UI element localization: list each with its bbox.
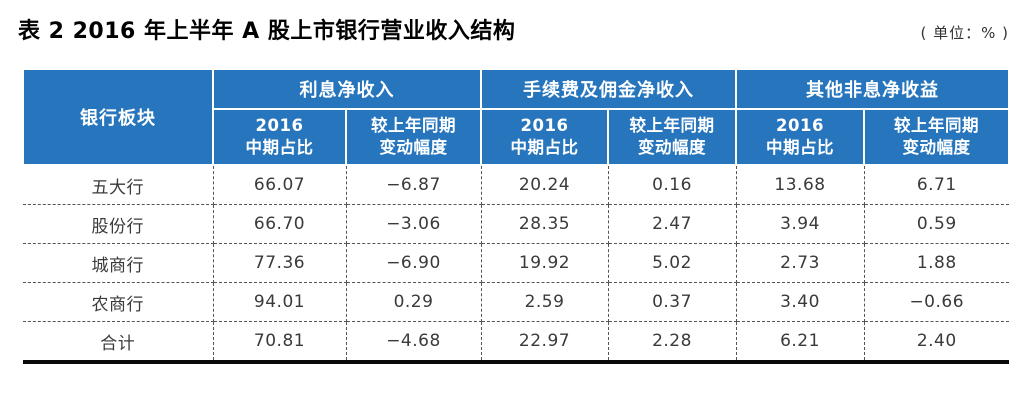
table-cell: −4.68	[346, 321, 482, 362]
table-row: 城商行 77.36 −6.90 19.92 5.02 2.73 1.88	[23, 243, 1009, 283]
table-cell: 5.02	[608, 243, 737, 283]
table-cell: 77.36	[213, 243, 347, 283]
sub-header-line2: 中期占比	[510, 138, 579, 157]
table-cell: −0.66	[864, 282, 1009, 322]
sub-header-fee-2016-share: 2016 中期占比	[480, 108, 609, 166]
table-cell: −6.90	[346, 243, 482, 283]
table-cell: 94.01	[213, 282, 347, 322]
table-cell: 13.68	[736, 165, 865, 205]
sub-header-line1: 2016	[255, 115, 304, 135]
col-header-bank-sector: 银行板块	[22, 68, 214, 166]
table-cell: 2.73	[736, 243, 865, 283]
table-cell: 20.24	[481, 165, 609, 205]
table-cell: 0.29	[346, 282, 482, 322]
table-cell: 66.07	[213, 165, 347, 205]
title-row: 表 2 2016 年上半年 A 股上市银行营业收入结构 ( 单位：% )	[0, 0, 1031, 47]
sub-header-line2: 中期占比	[245, 138, 314, 157]
table-cell: 0.16	[608, 165, 737, 205]
table-cell: 3.94	[736, 204, 865, 244]
group-header-fee-commission-income: 手续费及佣金净收入	[480, 68, 737, 110]
row-label-rural-commercial-banks: 农商行	[23, 282, 214, 322]
unit-note: ( 单位：% )	[920, 24, 1009, 42]
table-row: 合计 70.81 −4.68 22.97 2.28 6.21 2.40	[23, 321, 1009, 362]
table-row: 农商行 94.01 0.29 2.59 0.37 3.40 −0.66	[23, 282, 1009, 322]
sub-header-interest-2016-share: 2016 中期占比	[212, 108, 347, 166]
row-label-big-five-banks: 五大行	[23, 165, 214, 205]
table-row: 五大行 66.07 −6.87 20.24 0.16 13.68 6.71	[23, 165, 1009, 205]
row-label-total: 合计	[23, 321, 214, 362]
table-cell: 3.40	[736, 282, 865, 322]
sub-header-line1: 较上年同期	[371, 115, 456, 135]
table-cell: 0.59	[864, 204, 1009, 244]
bank-revenue-table: 银行板块 利息净收入 手续费及佣金净收入 其他非息净收益 2016 中期占比 较…	[22, 68, 1010, 364]
group-header-net-interest-income: 利息净收入	[212, 68, 482, 110]
sub-header-line1: 2016	[776, 115, 824, 135]
table-cell: 6.71	[864, 165, 1009, 205]
table-cell: 22.97	[481, 321, 609, 362]
table-title: 表 2 2016 年上半年 A 股上市银行营业收入结构	[18, 19, 516, 44]
row-label-city-commercial-banks: 城商行	[23, 243, 214, 283]
sub-header-other-yoy-change: 较上年同期 变动幅度	[863, 108, 1010, 166]
table-body: 五大行 66.07 −6.87 20.24 0.16 13.68 6.71 股份…	[23, 165, 1009, 362]
row-label-joint-stock-banks: 股份行	[23, 204, 214, 244]
table-cell: 66.70	[213, 204, 347, 244]
table-cell: 1.88	[864, 243, 1009, 283]
table-cell: 2.59	[481, 282, 609, 322]
group-header-row: 银行板块 利息净收入 手续费及佣金净收入 其他非息净收益	[22, 68, 1010, 166]
sub-header-line2: 中期占比	[766, 138, 834, 157]
sub-header-other-2016-share: 2016 中期占比	[735, 108, 865, 166]
table-cell: 6.21	[736, 321, 865, 362]
table-header: 银行板块 利息净收入 手续费及佣金净收入 其他非息净收益 2016 中期占比 较…	[22, 68, 1010, 166]
sub-header-fee-yoy-change: 较上年同期 变动幅度	[607, 108, 737, 166]
table-cell: 0.37	[608, 282, 737, 322]
table-cell: −3.06	[346, 204, 482, 244]
table-row: 股份行 66.70 −3.06 28.35 2.47 3.94 0.59	[23, 204, 1009, 244]
table-cell: 70.81	[213, 321, 347, 362]
sub-header-line2: 变动幅度	[638, 138, 706, 157]
sub-header-line2: 变动幅度	[379, 138, 448, 157]
table-cell: 2.28	[608, 321, 737, 362]
sub-header-interest-yoy-change: 较上年同期 变动幅度	[345, 108, 482, 166]
sub-header-line1: 较上年同期	[629, 115, 715, 135]
sub-header-row: 2016 中期占比 较上年同期 变动幅度 2016 中期占比 较上年同期 变动幅…	[23, 108, 1010, 166]
sub-header-line1: 2016	[520, 115, 569, 135]
table-cell: 19.92	[481, 243, 609, 283]
table-cell: 2.47	[608, 204, 737, 244]
sub-header-line2: 变动幅度	[902, 138, 971, 157]
group-header-other-noninterest-income: 其他非息净收益	[735, 68, 1010, 110]
table-cell: 2.40	[864, 321, 1009, 362]
sub-header-line1: 较上年同期	[894, 115, 979, 135]
table-cell: 28.35	[481, 204, 609, 244]
table-cell: −6.87	[346, 165, 482, 205]
